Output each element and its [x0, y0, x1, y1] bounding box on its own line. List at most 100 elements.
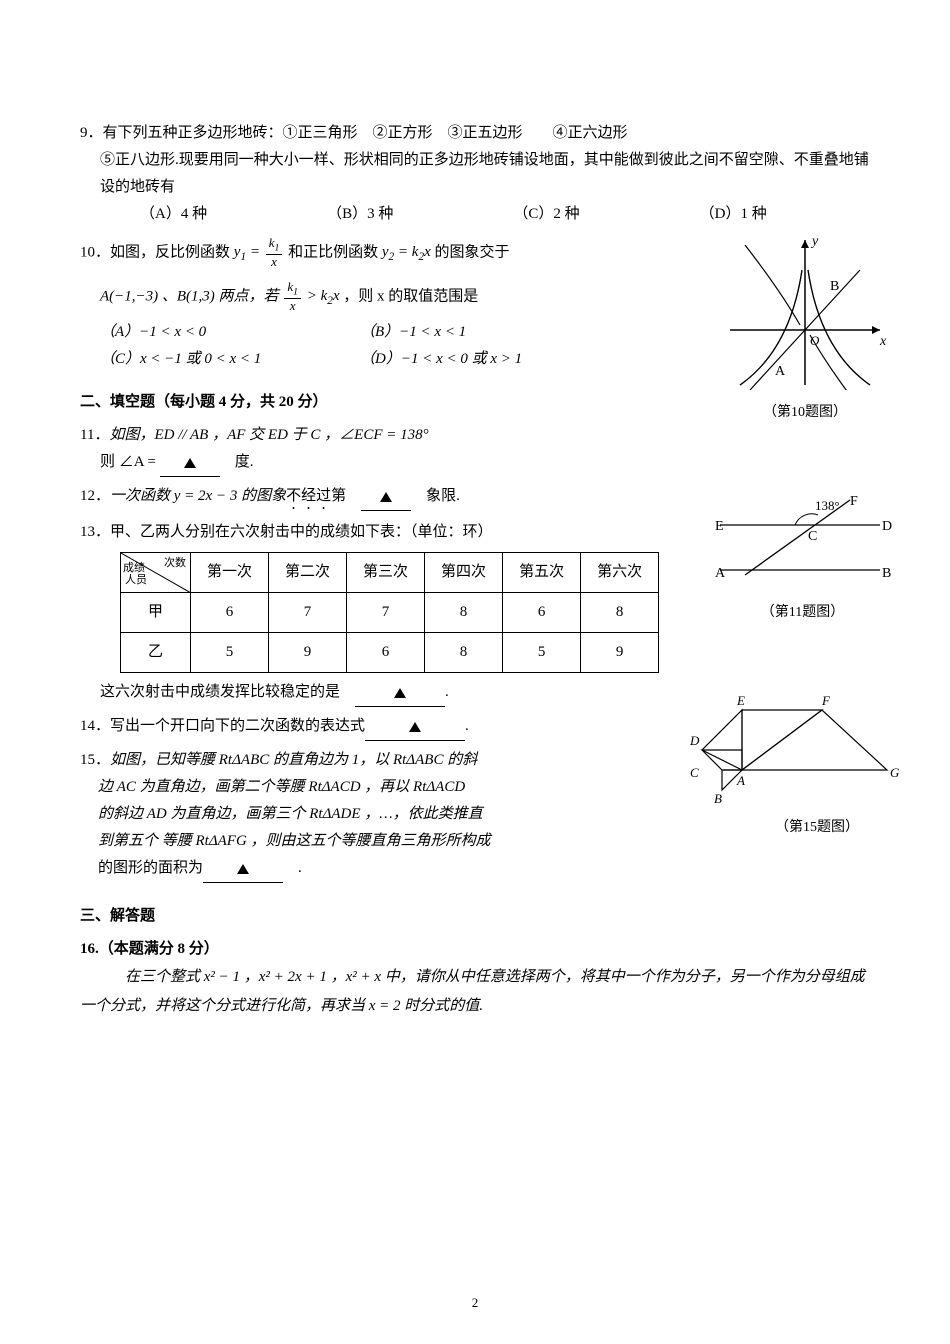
q-text: 的图形的面积为 — [98, 860, 203, 876]
figure-svg: 138° E F C D A B — [710, 495, 895, 590]
cell: 6 — [347, 633, 425, 673]
svg-text:y: y — [810, 234, 819, 249]
figure-svg: A B C D E F G — [672, 685, 902, 805]
table-row: 乙 5 9 6 8 5 9 — [121, 633, 659, 673]
svg-text:F: F — [821, 693, 831, 708]
table-row: 次数 成绩 人员 第一次 第二次 第三次 第四次 第五次 第六次 — [121, 553, 659, 593]
svg-text:A: A — [736, 773, 745, 788]
option-b: （B）3 种 — [327, 201, 393, 228]
question-16: 16.（本题满分 8 分） 在三个整式 x² − 1 ，x² + 2x + 1 … — [80, 936, 870, 1020]
q-text: 写出一个开口向下的二次函数的表达式 — [110, 718, 365, 734]
option-c: （C）2 种 — [513, 201, 579, 228]
option-c: （C）x < −1 或 0 < x < 1 — [100, 346, 300, 373]
svg-text:B: B — [882, 566, 891, 581]
cell: 8 — [581, 593, 659, 633]
q-title: 16.（本题满分 8 分） — [80, 936, 870, 963]
question-15: 15．如图，已知等腰 RtΔABC 的直角边为 1，以 RtΔABC 的斜 边 … — [80, 747, 640, 883]
cell: 8 — [425, 593, 503, 633]
cell: 9 — [581, 633, 659, 673]
emphasized-text: 不经过 — [286, 488, 331, 504]
q-body: ⑤正八边形.现要用同一种大小一样、形状相同的正多边形地砖铺设地面，其中能做到彼此… — [100, 147, 870, 228]
cell: 7 — [347, 593, 425, 633]
col-header: 第五次 — [503, 553, 581, 593]
q-text: 边 AC 为直角边，画第二个等腰 RtΔACD ，再以 RtΔACD — [98, 774, 640, 801]
svg-text:138°: 138° — [815, 498, 840, 513]
diagonal-header: 次数 成绩 人员 — [121, 553, 191, 593]
q-text: 如图，反比例函数 — [110, 244, 234, 260]
q-text: . — [465, 718, 469, 734]
question-11: 11．如图，ED // AB ，AF 交 ED 于 C ，∠ECF = 138°… — [80, 422, 870, 477]
q-text: . — [445, 684, 449, 700]
q-text: 的图象交于 — [431, 244, 510, 260]
q-text: 第 — [331, 488, 361, 504]
figure-label: （第15题图） — [732, 815, 902, 840]
col-header: 第二次 — [269, 553, 347, 593]
q-num: 12． — [80, 488, 110, 504]
cell: 8 — [425, 633, 503, 673]
figure-svg: x y O B A — [720, 230, 890, 390]
q-text: A(−1,−3) 、B(1,3) 两点，若 — [100, 288, 282, 304]
q-text: 这六次射击中成绩发挥比较稳定的是 — [100, 684, 355, 700]
q-text: 和正比例函数 — [284, 244, 382, 260]
blank — [355, 679, 445, 707]
q-text: ⑤正八边形.现要用同一种大小一样、形状相同的正多边形地砖铺设地面，其中能做到彼此… — [100, 147, 870, 201]
q-text: 如图，已知等腰 RtΔABC 的直角边为 1，以 RtΔABC 的斜 — [110, 752, 477, 768]
col-header: 第六次 — [581, 553, 659, 593]
blank — [203, 855, 283, 883]
cell: 6 — [191, 593, 269, 633]
svg-text:B: B — [830, 279, 839, 294]
svg-text:E: E — [715, 519, 724, 534]
figure-11: 138° E F C D A B （第11题图） — [710, 495, 895, 625]
option-b: （B）−1 < x < 1 — [360, 319, 466, 346]
row-name: 乙 — [121, 633, 191, 673]
q-text: 一次函数 y = 2x − 3 的图象 — [110, 488, 286, 504]
fraction: k1x — [284, 280, 301, 314]
cell: 5 — [191, 633, 269, 673]
svg-text:G: G — [890, 765, 900, 780]
triangle-icon — [409, 722, 421, 732]
q-num: 15． — [80, 752, 110, 768]
q-text: 度. — [220, 454, 254, 470]
option-d: （D）1 种 — [700, 201, 767, 228]
table-row: 甲 6 7 7 8 6 8 — [121, 593, 659, 633]
blank — [365, 713, 465, 741]
q-num: 10． — [80, 244, 110, 260]
col-header: 第一次 — [191, 553, 269, 593]
svg-text:O: O — [810, 333, 820, 348]
q-text-line: 的图形的面积为 . — [98, 855, 640, 883]
math: > k2x — [303, 288, 343, 304]
q-text: 到第五个 等腰 RtΔAFG ，则由这五个等腰直角三角形所构成 — [98, 828, 640, 855]
col-header: 第三次 — [347, 553, 425, 593]
figure-label: （第11题图） — [710, 600, 895, 625]
fraction: k1x — [266, 236, 283, 270]
svg-text:B: B — [714, 791, 722, 805]
svg-text:A: A — [775, 364, 786, 379]
figure-10: x y O B A （第10题图） — [720, 230, 890, 425]
q-body: 边 AC 为直角边，画第二个等腰 RtΔACD ，再以 RtΔACD 的斜边 A… — [98, 774, 640, 883]
score-table: 次数 成绩 人员 第一次 第二次 第三次 第四次 第五次 第六次 甲 6 7 7… — [120, 552, 659, 673]
q-text: 象限. — [411, 488, 460, 504]
blank — [160, 449, 220, 477]
math: y1 = — [234, 244, 264, 260]
q-num: 13． — [80, 524, 110, 540]
svg-text:E: E — [736, 693, 745, 708]
options: （A）4 种 （B）3 种 （C）2 种 （D）1 种 — [140, 201, 870, 228]
option-a: （A）4 种 — [140, 201, 207, 228]
question-9: 9．有下列五种正多边形地砖：①正三角形 ②正方形 ③正五边形 ④正六边形 ⑤正八… — [80, 120, 870, 228]
triangle-icon — [184, 458, 196, 468]
svg-text:D: D — [689, 733, 700, 748]
option-a: （A）−1 < x < 0 — [100, 319, 300, 346]
triangle-icon — [394, 688, 406, 698]
triangle-icon — [380, 492, 392, 502]
svg-text:A: A — [715, 566, 726, 581]
q-text: 的斜边 AD 为直角边，画第三个 RtΔADE ，…，依此类推直 — [98, 801, 640, 828]
q-num: 9． — [80, 125, 103, 141]
q-text: ，则 x 的取值范围是 — [343, 288, 478, 304]
figure-15: A B C D E F G （第15题图） — [672, 685, 902, 840]
q-num: 11． — [80, 427, 109, 443]
cell: 9 — [269, 633, 347, 673]
svg-text:D: D — [882, 519, 892, 534]
svg-text:C: C — [690, 765, 699, 780]
cell: 5 — [503, 633, 581, 673]
q-text: 如图，ED // AB ，AF 交 ED 于 C ，∠ECF = 138° — [109, 427, 428, 443]
